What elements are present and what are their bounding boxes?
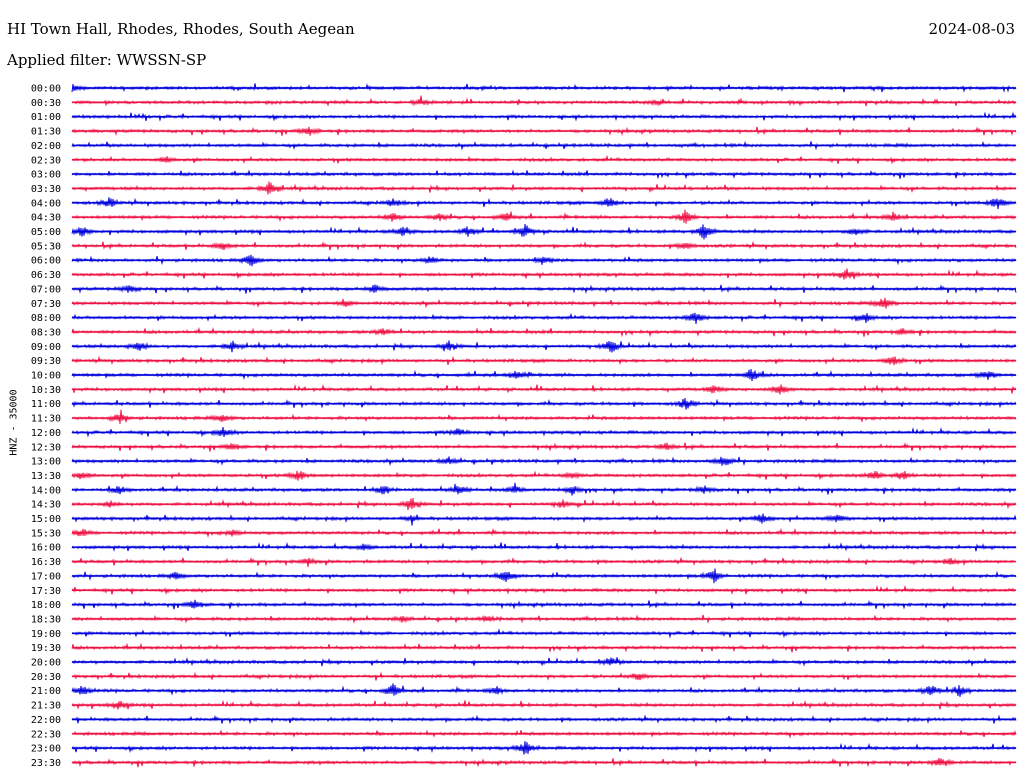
row-time-label: 14:00 [31, 485, 61, 496]
row-time-label: 19:00 [31, 629, 61, 640]
row-time-label: 11:30 [31, 414, 61, 425]
row-time-label: 07:00 [31, 284, 61, 295]
row-time-label: 21:30 [31, 701, 61, 712]
row-time-label: 04:30 [31, 213, 61, 224]
row-time-label: 20:30 [31, 672, 61, 683]
row-time-label: 06:30 [31, 270, 61, 281]
row-time-label: 09:30 [31, 356, 61, 367]
seismic-trace [71, 95, 1017, 107]
row-time-label: 13:30 [31, 471, 61, 482]
row-time-label: 12:30 [31, 442, 61, 453]
seismic-trace [71, 556, 1017, 568]
row-time-label: 01:00 [31, 112, 61, 123]
row-time-label: 12:00 [31, 428, 61, 439]
row-time-label: 01:30 [31, 127, 61, 138]
row-time-label: 20:00 [31, 658, 61, 669]
station-title: HI Town Hall, Rhodes, Rhodes, South Aege… [7, 20, 355, 38]
row-time-label: 23:30 [31, 758, 61, 769]
filter-label: Applied filter: WWSSN-SP [7, 51, 207, 69]
row-time-label: 15:00 [31, 514, 61, 525]
row-time-label: 02:00 [31, 141, 61, 152]
row-time-label: 08:30 [31, 327, 61, 338]
row-time-label: 05:00 [31, 227, 61, 238]
row-time-label: 18:00 [31, 600, 61, 611]
row-time-label: 11:00 [31, 399, 61, 410]
row-time-label: 03:00 [31, 170, 61, 181]
row-time-label: 07:30 [31, 299, 61, 310]
row-time-label: 21:00 [31, 686, 61, 697]
row-time-label: 14:30 [31, 500, 61, 511]
row-time-label: 09:00 [31, 342, 61, 353]
row-time-label: 00:00 [31, 84, 61, 95]
row-time-label: 02:30 [31, 155, 61, 166]
row-time-label: 16:00 [31, 543, 61, 554]
row-time-label: 15:30 [31, 528, 61, 539]
row-time-label: 06:00 [31, 256, 61, 267]
seismic-trace [71, 513, 1017, 526]
row-time-label: 17:30 [31, 586, 61, 597]
row-time-label: 22:30 [31, 729, 61, 740]
row-time-label: 13:00 [31, 457, 61, 468]
row-time-label: 00:30 [31, 98, 61, 109]
row-time-label: 03:30 [31, 184, 61, 195]
row-time-label: 22:00 [31, 715, 61, 726]
row-time-label: 19:30 [31, 643, 61, 654]
row-time-label: 08:00 [31, 313, 61, 324]
row-time-label: 18:30 [31, 614, 61, 625]
seismic-trace [71, 409, 1017, 424]
row-time-label: 05:30 [31, 241, 61, 252]
row-time-label: 23:00 [31, 744, 61, 755]
seismic-trace [71, 312, 1017, 324]
row-time-label: 17:00 [31, 571, 61, 582]
row-time-label: 16:30 [31, 557, 61, 568]
row-time-label: 10:30 [31, 385, 61, 396]
date-label: 2024-08-03 [928, 20, 1015, 38]
row-time-label: 04:00 [31, 198, 61, 209]
row-time-label: 10:00 [31, 371, 61, 382]
